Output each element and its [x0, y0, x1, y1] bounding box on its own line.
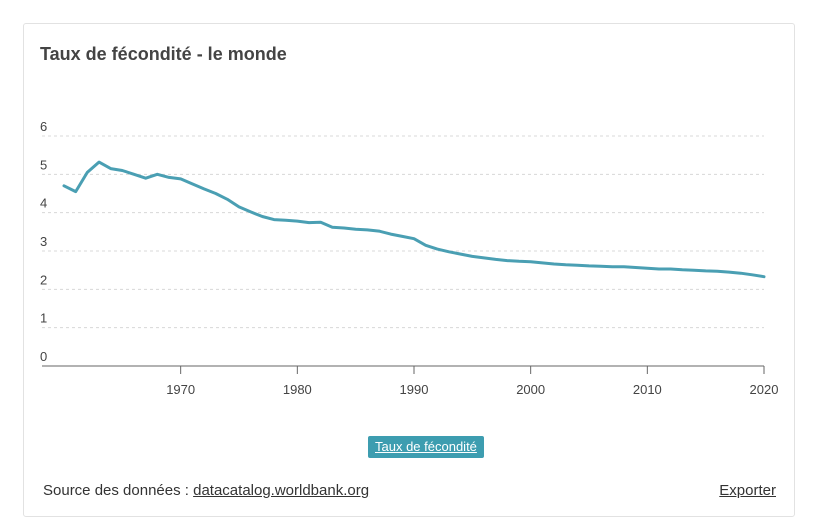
legend-toggle-button[interactable]: Taux de fécondité — [368, 436, 484, 458]
chart-card: Taux de fécondité - le monde 0 1 2 3 4 5 6 1970… — [23, 23, 795, 517]
y-tick-label-4: 4 — [40, 196, 47, 211]
x-tick-label-2000: 2000 — [516, 382, 545, 397]
source-prefix: Source des données : — [43, 482, 189, 499]
source-link[interactable]: datacatalog.worldbank.org — [193, 482, 370, 499]
data-source: Source des données : datacatalog.worldba… — [43, 482, 369, 499]
x-tick-label-2010: 2010 — [633, 382, 662, 397]
export-link[interactable]: Exporter — [719, 482, 776, 499]
x-tick-label-1980: 1980 — [283, 382, 312, 397]
line-chart: 0 1 2 3 4 5 6 1970 1980 1990 2000 2010 2020 — [40, 119, 779, 397]
series-line-0 — [62, 160, 766, 279]
x-tick-label-2020: 2020 — [750, 382, 779, 397]
y-tick-label-1: 1 — [40, 311, 47, 326]
y-tick-label-6: 6 — [40, 119, 47, 134]
x-tick-label-1990: 1990 — [400, 382, 429, 397]
y-tick-label-5: 5 — [40, 157, 47, 172]
y-tick-label-3: 3 — [40, 234, 47, 249]
y-tick-label-2: 2 — [40, 272, 47, 287]
y-tick-label-0: 0 — [40, 349, 47, 364]
x-tick-label-1970: 1970 — [166, 382, 195, 397]
chart-title: Taux de fécondité - le monde — [40, 44, 287, 64]
